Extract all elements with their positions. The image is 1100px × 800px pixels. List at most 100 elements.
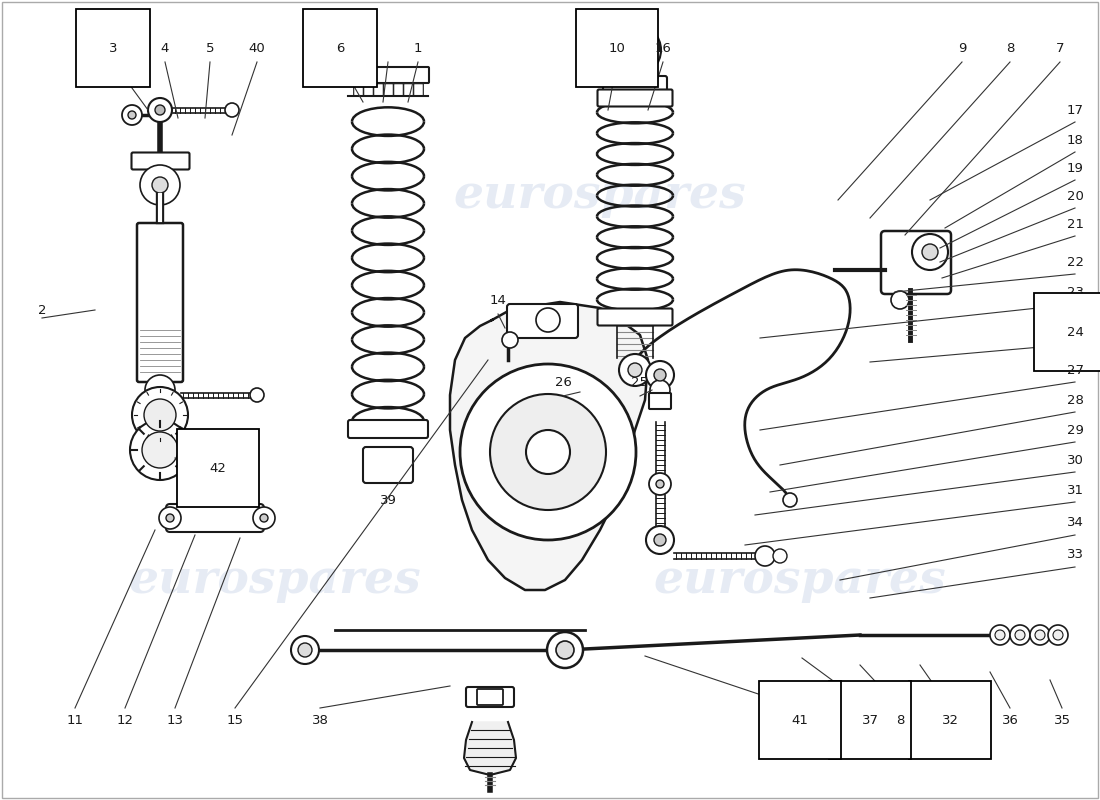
Circle shape — [152, 177, 168, 193]
Text: 36: 36 — [1002, 714, 1019, 726]
Text: 9: 9 — [958, 42, 966, 54]
FancyBboxPatch shape — [363, 447, 412, 483]
FancyBboxPatch shape — [881, 231, 952, 294]
FancyBboxPatch shape — [346, 67, 429, 83]
FancyBboxPatch shape — [374, 84, 383, 96]
Text: 39: 39 — [379, 494, 396, 506]
Circle shape — [990, 625, 1010, 645]
Text: 15: 15 — [227, 714, 243, 726]
Circle shape — [922, 244, 938, 260]
FancyBboxPatch shape — [394, 84, 404, 96]
Circle shape — [996, 630, 1005, 640]
Circle shape — [132, 387, 188, 443]
Text: 29: 29 — [1067, 423, 1084, 437]
FancyBboxPatch shape — [364, 84, 373, 96]
Circle shape — [1035, 630, 1045, 640]
Polygon shape — [450, 302, 648, 590]
Text: 37: 37 — [861, 714, 879, 726]
FancyBboxPatch shape — [466, 687, 514, 707]
FancyBboxPatch shape — [414, 84, 424, 96]
Circle shape — [556, 641, 574, 659]
FancyBboxPatch shape — [603, 76, 667, 92]
Text: 32: 32 — [942, 714, 958, 726]
Text: 6: 6 — [336, 42, 344, 54]
Text: 7: 7 — [1056, 42, 1065, 54]
Circle shape — [298, 643, 312, 657]
Circle shape — [122, 105, 142, 125]
Text: 40: 40 — [249, 42, 265, 54]
Circle shape — [912, 234, 948, 270]
Text: eurospares: eurospares — [453, 172, 747, 218]
Text: 18: 18 — [1067, 134, 1084, 146]
Circle shape — [166, 514, 174, 522]
FancyBboxPatch shape — [348, 420, 428, 438]
Text: 4: 4 — [161, 42, 169, 54]
Circle shape — [526, 430, 570, 474]
Text: 13: 13 — [166, 714, 184, 726]
Circle shape — [646, 361, 674, 389]
Circle shape — [148, 98, 172, 122]
Circle shape — [1030, 625, 1050, 645]
Circle shape — [654, 369, 666, 381]
FancyBboxPatch shape — [507, 304, 578, 338]
Circle shape — [1010, 625, 1030, 645]
Circle shape — [460, 364, 636, 540]
Circle shape — [773, 549, 786, 563]
Text: 34: 34 — [1067, 517, 1084, 530]
Circle shape — [1015, 630, 1025, 640]
FancyBboxPatch shape — [166, 504, 264, 532]
Circle shape — [140, 165, 180, 205]
Text: 30: 30 — [1067, 454, 1084, 466]
Circle shape — [609, 24, 661, 76]
Text: 8: 8 — [895, 714, 904, 726]
Circle shape — [1053, 630, 1063, 640]
Text: 16: 16 — [654, 42, 671, 54]
Circle shape — [649, 473, 671, 495]
FancyBboxPatch shape — [597, 309, 672, 326]
Text: 23: 23 — [1067, 286, 1084, 298]
Circle shape — [142, 432, 178, 468]
Circle shape — [755, 546, 775, 566]
Circle shape — [627, 42, 644, 58]
Circle shape — [656, 480, 664, 488]
Text: 11: 11 — [66, 714, 84, 726]
FancyBboxPatch shape — [384, 84, 394, 96]
Circle shape — [625, 363, 639, 377]
Text: 17: 17 — [1067, 103, 1084, 117]
Circle shape — [536, 308, 560, 332]
Text: eurospares: eurospares — [653, 557, 946, 603]
Text: 3: 3 — [109, 42, 118, 54]
Circle shape — [646, 526, 674, 554]
FancyBboxPatch shape — [597, 90, 672, 106]
Circle shape — [155, 105, 165, 115]
FancyBboxPatch shape — [354, 84, 363, 96]
Text: 41: 41 — [792, 714, 808, 726]
Circle shape — [1048, 625, 1068, 645]
Text: 31: 31 — [1067, 483, 1084, 497]
Circle shape — [650, 380, 670, 400]
Circle shape — [628, 363, 642, 377]
Text: 2: 2 — [37, 303, 46, 317]
Circle shape — [502, 332, 518, 348]
Circle shape — [250, 388, 264, 402]
FancyBboxPatch shape — [138, 223, 183, 382]
Circle shape — [618, 33, 652, 67]
Text: 5: 5 — [206, 42, 214, 54]
Text: 28: 28 — [1067, 394, 1084, 406]
Circle shape — [226, 103, 239, 117]
FancyBboxPatch shape — [649, 393, 671, 409]
Circle shape — [619, 354, 651, 386]
Text: 26: 26 — [554, 375, 571, 389]
FancyBboxPatch shape — [132, 153, 189, 170]
Circle shape — [783, 493, 798, 507]
Text: 35: 35 — [1054, 714, 1070, 726]
Text: 24: 24 — [1067, 326, 1084, 338]
Text: 8: 8 — [1005, 42, 1014, 54]
Text: eurospares: eurospares — [129, 557, 421, 603]
Circle shape — [260, 514, 268, 522]
Circle shape — [160, 507, 182, 529]
Text: 21: 21 — [1067, 218, 1084, 230]
Text: 38: 38 — [311, 714, 329, 726]
Text: 20: 20 — [1067, 190, 1084, 202]
Circle shape — [145, 375, 175, 405]
